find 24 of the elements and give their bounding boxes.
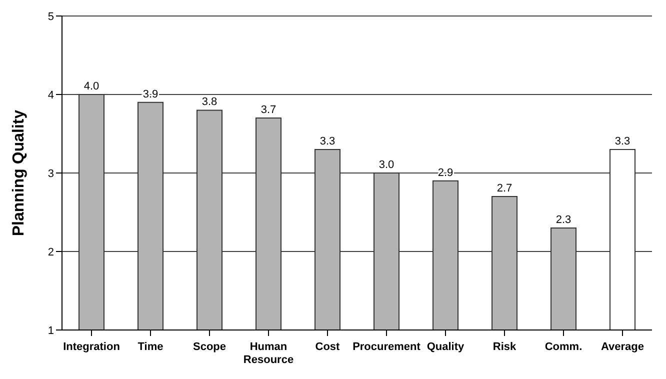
data-label: 3.8 xyxy=(202,96,218,108)
data-label: 3.3 xyxy=(320,135,336,148)
y-tick-label: 4 xyxy=(48,89,54,102)
x-tick-label: Risk xyxy=(492,341,517,353)
x-tick-label: Cost xyxy=(315,341,340,353)
x-tick-label: Average xyxy=(600,341,644,353)
y-tick-label: 5 xyxy=(48,10,54,23)
x-tick-label: Human Resource xyxy=(243,341,294,366)
data-label: 3.7 xyxy=(260,104,276,116)
x-tick-label: Quality xyxy=(426,341,466,353)
x-tick-label: Time xyxy=(138,341,164,353)
y-axis-title: Planning Quality xyxy=(10,110,28,236)
x-tick-label: Integration xyxy=(63,341,120,353)
y-tick-label: 1 xyxy=(48,324,54,337)
data-label: 2.7 xyxy=(496,182,512,195)
data-label: 2.3 xyxy=(556,214,572,226)
data-label: 3.0 xyxy=(378,159,394,171)
data-label: 4.0 xyxy=(84,80,100,92)
x-tick-label: Comm. xyxy=(544,341,582,353)
y-tick-label: 2 xyxy=(48,246,54,258)
data-label: 3.3 xyxy=(614,135,630,148)
x-tick-label: Procurement xyxy=(352,341,421,353)
y-tick-label: 3 xyxy=(48,168,54,180)
x-tick-label: Scope xyxy=(192,341,226,353)
